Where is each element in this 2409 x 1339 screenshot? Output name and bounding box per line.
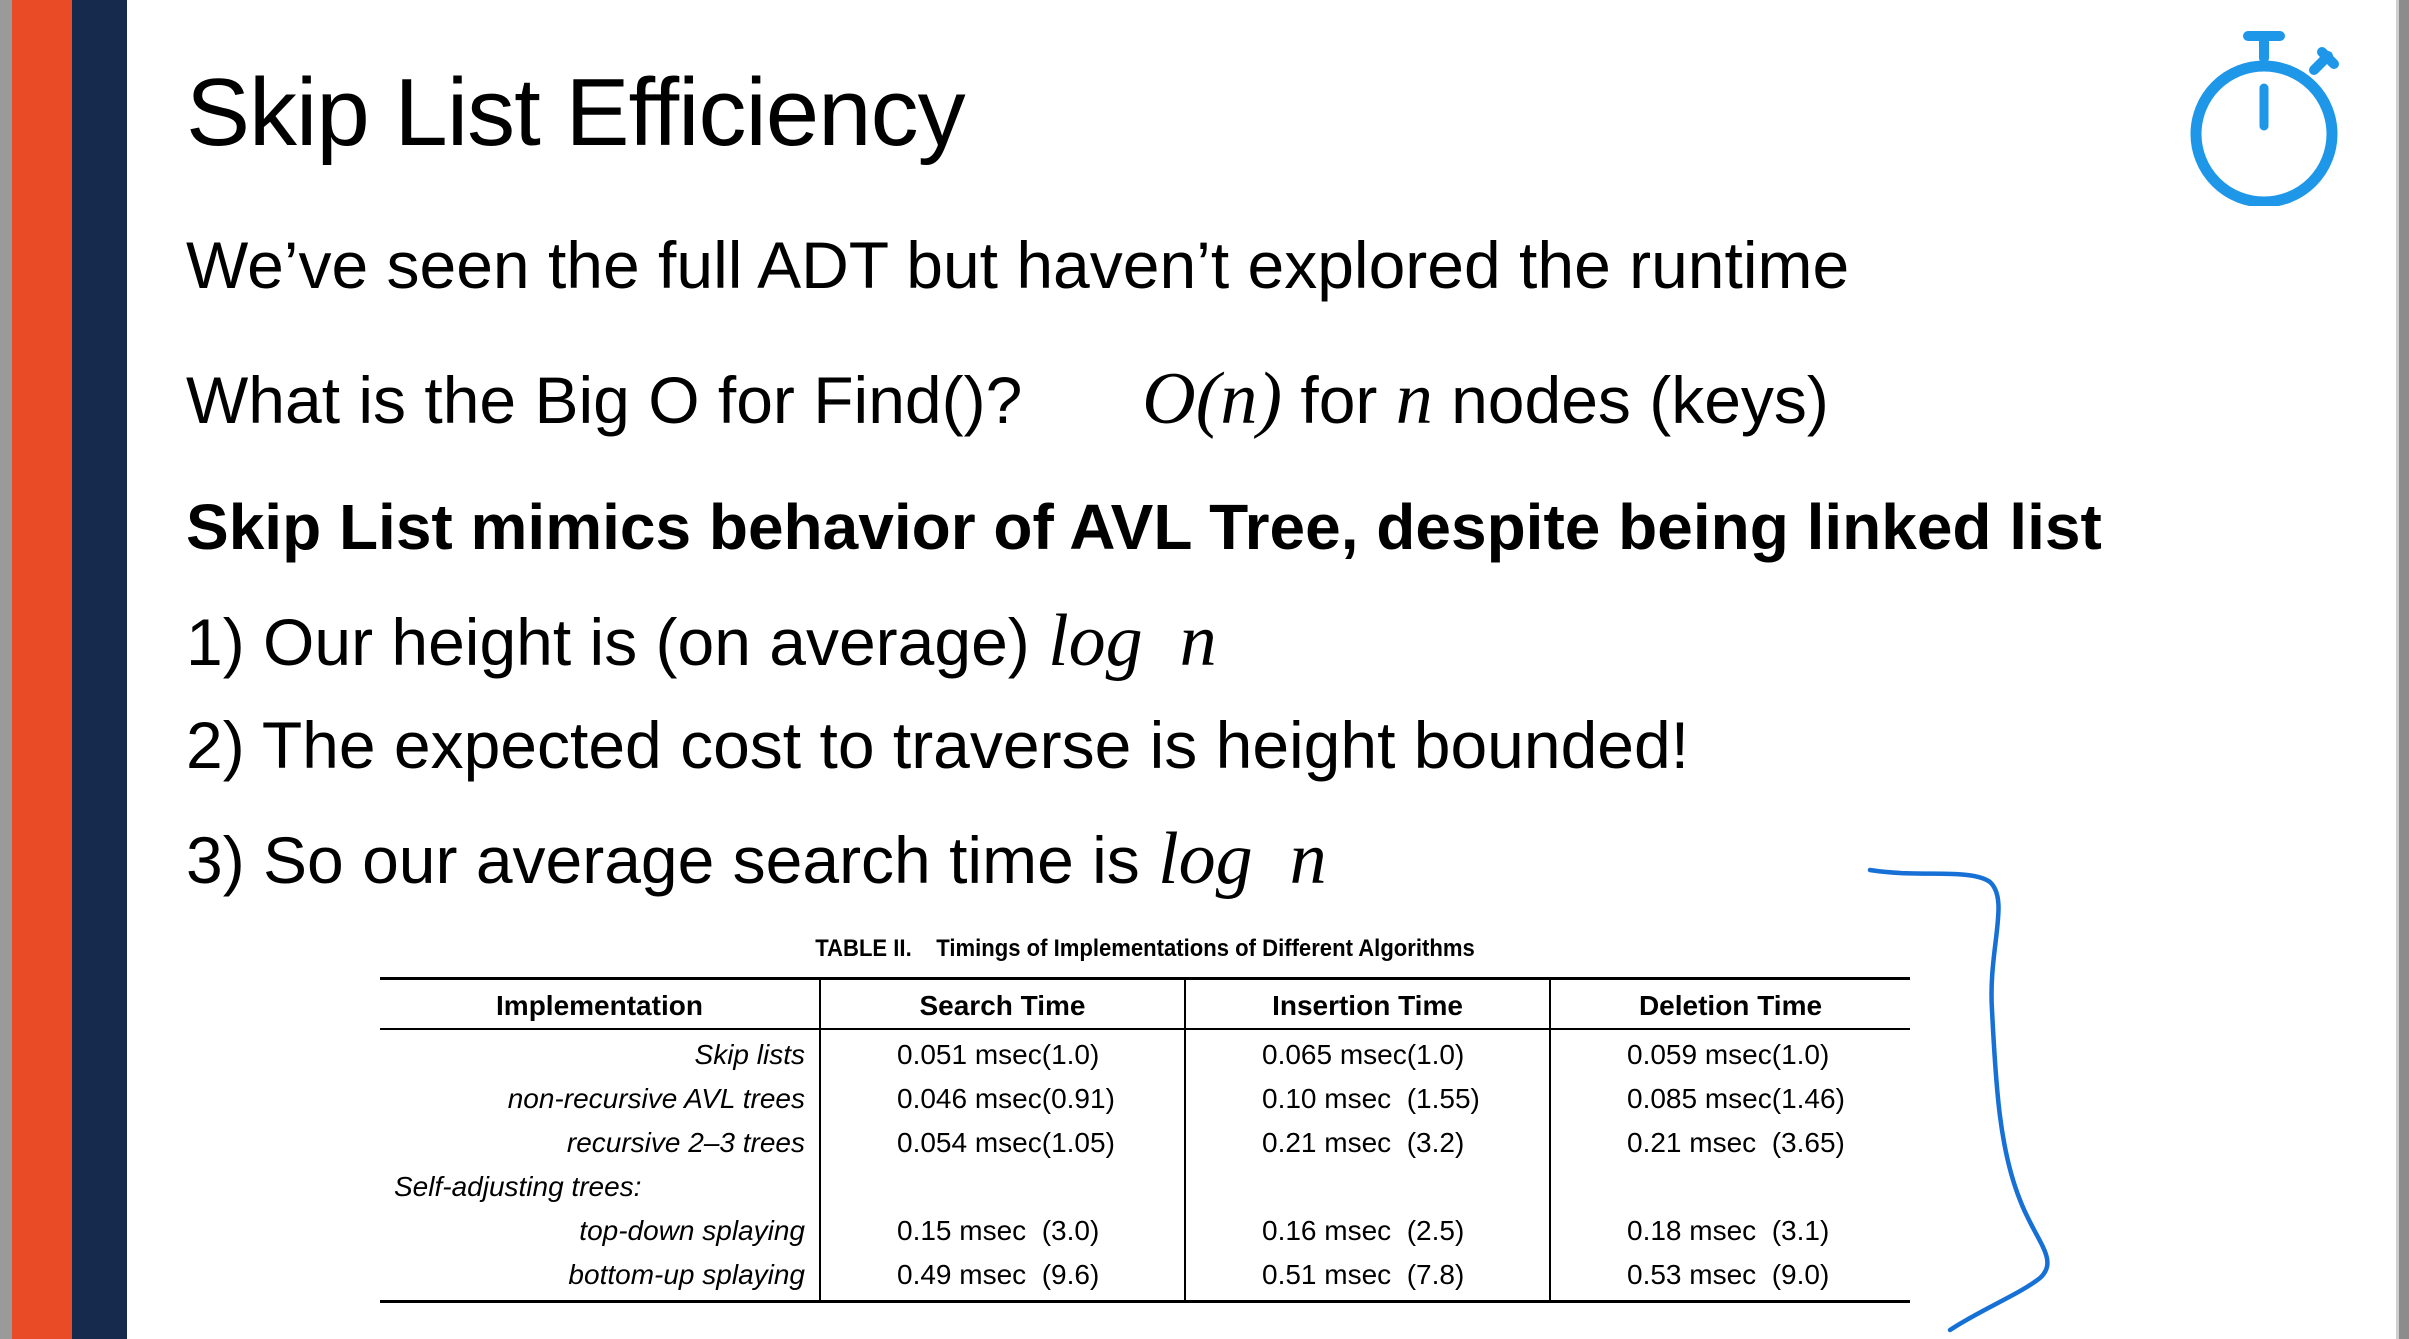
timings-table-wrap: TABLE II. Timings of Implementations of … [380, 935, 1910, 1303]
big-o-answer-var: n [1220, 358, 1258, 440]
point-3-text: 3) So our average search time is [186, 823, 1159, 897]
table-row: non-recursive AVL trees 0.046 msec(0.91)… [380, 1077, 1910, 1121]
bold-statement: Skip List mimics behavior of AVL Tree, d… [186, 491, 2102, 563]
header-insertion-time: Insertion Time [1184, 978, 1550, 1029]
table-group-row: Self-adjusting trees: [380, 1165, 1910, 1209]
point-2: 2) The expected cost to traverse is heig… [186, 708, 1690, 782]
row-name: Skip lists [694, 1039, 805, 1070]
point-1-math: log n [1048, 600, 1217, 682]
row-delete: 0.53 msec (9.0) [1549, 1253, 1910, 1302]
row-search: 0.046 msec(0.91) [819, 1077, 1185, 1121]
right-edge-line [2396, 0, 2399, 1339]
big-o-answer-fn: O [1142, 358, 1196, 440]
row-name: recursive 2–3 trees [566, 1127, 805, 1158]
timings-table: Implementation Search Time Insertion Tim… [380, 977, 1910, 1303]
row-delete: 0.059 msec(1.0) [1549, 1029, 1910, 1077]
point-1: 1) Our height is (on average) log n [186, 604, 1217, 678]
table-row: Skip lists 0.051 msec(1.0) 0.065 msec(1.… [380, 1029, 1910, 1077]
row-search: 0.051 msec(1.0) [819, 1029, 1185, 1077]
row-insert: 0.51 msec (7.8) [1184, 1253, 1550, 1302]
table-row: bottom-up splaying 0.49 msec (9.6) 0.51 … [380, 1253, 1910, 1302]
point-3: 3) So our average search time is log n [186, 822, 1327, 896]
table-row: recursive 2–3 trees 0.054 msec(1.05) 0.2… [380, 1121, 1910, 1165]
row-insert: 0.16 msec (2.5) [1184, 1209, 1550, 1253]
big-o-question: What is the Big O for Find()? [186, 363, 1023, 437]
big-o-line: What is the Big O for Find()? O(n) for n … [186, 362, 1829, 436]
stopwatch-icon [2190, 31, 2339, 206]
row-name: non-recursive AVL trees [507, 1083, 805, 1114]
row-delete: 0.18 msec (3.1) [1549, 1209, 1910, 1253]
row-delete: 0.085 msec(1.46) [1549, 1077, 1910, 1121]
big-o-answer-rest: nodes (keys) [1432, 363, 1829, 437]
row-name: bottom-up splaying [568, 1259, 805, 1290]
intro-line: We’ve seen the full ADT but haven’t expl… [186, 228, 1850, 302]
empty-cell [819, 1165, 1185, 1209]
left-orange-bar [12, 0, 72, 1339]
right-gray-edge [2399, 0, 2409, 1339]
header-implementation: Implementation [496, 990, 703, 1021]
row-insert: 0.21 msec (3.2) [1184, 1121, 1550, 1165]
slide-title: Skip List Efficiency [186, 59, 966, 166]
empty-cell [1184, 1165, 1550, 1209]
table-row: top-down splaying 0.15 msec (3.0) 0.16 m… [380, 1209, 1910, 1253]
row-insert: 0.10 msec (1.55) [1184, 1077, 1550, 1121]
row-search: 0.15 msec (3.0) [819, 1209, 1185, 1253]
header-deletion-time: Deletion Time [1549, 978, 1910, 1029]
left-navy-bar [72, 0, 127, 1339]
big-o-answer-open: ( [1195, 358, 1221, 440]
header-search-time: Search Time [819, 978, 1185, 1029]
big-o-answer-close: ) [1257, 358, 1283, 440]
big-o-answer-var2: n [1395, 358, 1433, 440]
left-gray-edge [0, 0, 12, 1339]
point-3-math: log n [1158, 818, 1327, 900]
table-header-row: Implementation Search Time Insertion Tim… [380, 978, 1910, 1029]
row-delete: 0.21 msec (3.65) [1549, 1121, 1910, 1165]
table-caption: TABLE II. Timings of Implementations of … [815, 935, 1475, 962]
row-search: 0.49 msec (9.6) [819, 1253, 1185, 1302]
row-name: top-down splaying [579, 1215, 805, 1246]
row-insert: 0.065 msec(1.0) [1184, 1029, 1550, 1077]
big-o-answer-for: for [1282, 363, 1396, 437]
handwritten-bracket-annotation [1867, 867, 2050, 1333]
empty-cell [1549, 1165, 1910, 1209]
row-search: 0.054 msec(1.05) [819, 1121, 1185, 1165]
group-label: Self-adjusting trees: [394, 1171, 642, 1202]
point-1-text: 1) Our height is (on average) [186, 605, 1049, 679]
